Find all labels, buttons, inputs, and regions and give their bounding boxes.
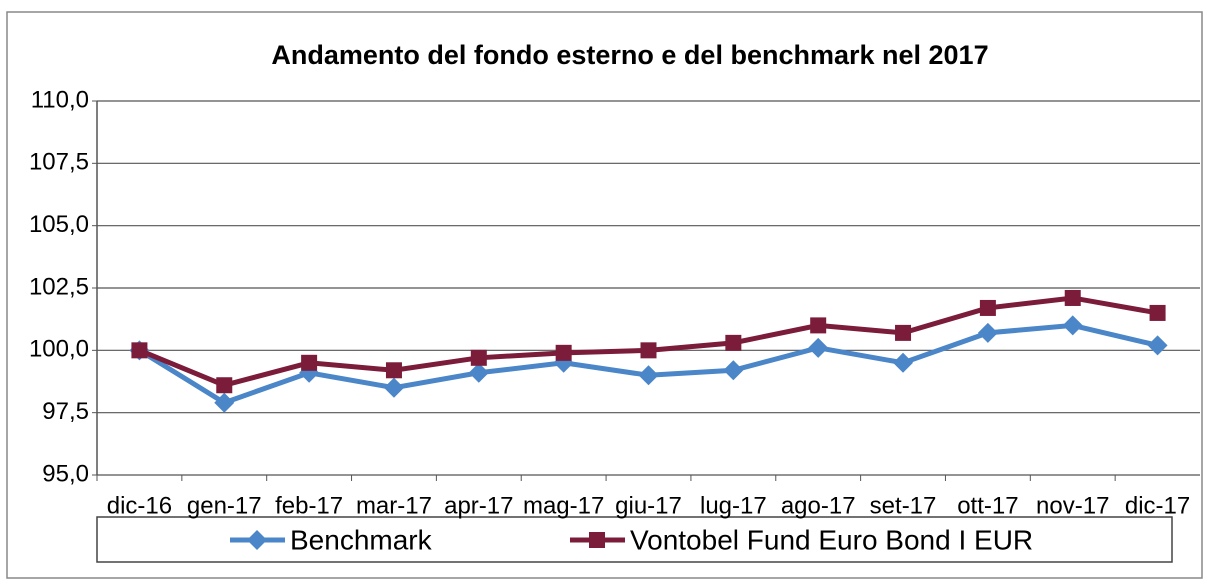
series-marker xyxy=(131,342,148,359)
legend-label: Vontobel Fund Euro Bond I EUR xyxy=(630,524,1033,555)
x-tick-label: ott-17 xyxy=(957,492,1018,519)
series-marker xyxy=(301,354,318,371)
series-marker xyxy=(808,337,829,358)
series-marker xyxy=(810,317,827,334)
series-marker xyxy=(383,377,404,398)
series-marker xyxy=(640,342,657,359)
legend-marker xyxy=(247,530,267,550)
legend-label: Benchmark xyxy=(290,524,433,555)
series-marker xyxy=(895,324,912,341)
x-tick-label: apr-17 xyxy=(444,492,513,519)
x-tick-label: gen-17 xyxy=(187,492,262,519)
x-tick-label: dic-16 xyxy=(107,492,172,519)
y-tick-label: 105,0 xyxy=(29,211,89,238)
x-tick-label: set-17 xyxy=(870,492,937,519)
x-tick-label: giu-17 xyxy=(615,492,682,519)
x-tick-label: ago-17 xyxy=(781,492,856,519)
series-marker xyxy=(555,344,572,361)
series-marker xyxy=(1062,315,1083,336)
series-marker xyxy=(216,377,233,394)
series-marker xyxy=(214,392,235,413)
y-tick-label: 107,5 xyxy=(29,149,89,176)
x-tick-label: feb-17 xyxy=(275,492,343,519)
series-marker xyxy=(977,322,998,343)
series-marker xyxy=(893,352,914,373)
x-tick-label: lug-17 xyxy=(700,492,767,519)
series-marker xyxy=(1064,289,1081,306)
x-tick-label: nov-17 xyxy=(1036,492,1109,519)
series-marker xyxy=(1147,335,1168,356)
series-marker xyxy=(470,349,487,366)
y-tick-label: 95,0 xyxy=(42,460,89,487)
series-marker xyxy=(1149,304,1166,321)
x-tick-label: mag-17 xyxy=(523,492,604,519)
y-tick-label: 97,5 xyxy=(42,398,89,425)
chart-title: Andamento del fondo esterno e del benchm… xyxy=(271,40,988,70)
series-marker xyxy=(385,362,402,379)
series-marker xyxy=(725,334,742,351)
y-tick-label: 110,0 xyxy=(31,86,89,113)
x-tick-label: dic-17 xyxy=(1125,492,1190,519)
series-marker xyxy=(468,362,489,383)
y-tick-label: 102,5 xyxy=(29,273,89,300)
chart-frame xyxy=(6,11,1203,579)
x-tick-label: mar-17 xyxy=(356,492,432,519)
series-marker xyxy=(638,365,659,386)
y-tick-label: 100,0 xyxy=(29,336,89,363)
series-marker xyxy=(979,299,996,316)
series-marker xyxy=(723,360,744,381)
legend-marker xyxy=(589,532,605,548)
